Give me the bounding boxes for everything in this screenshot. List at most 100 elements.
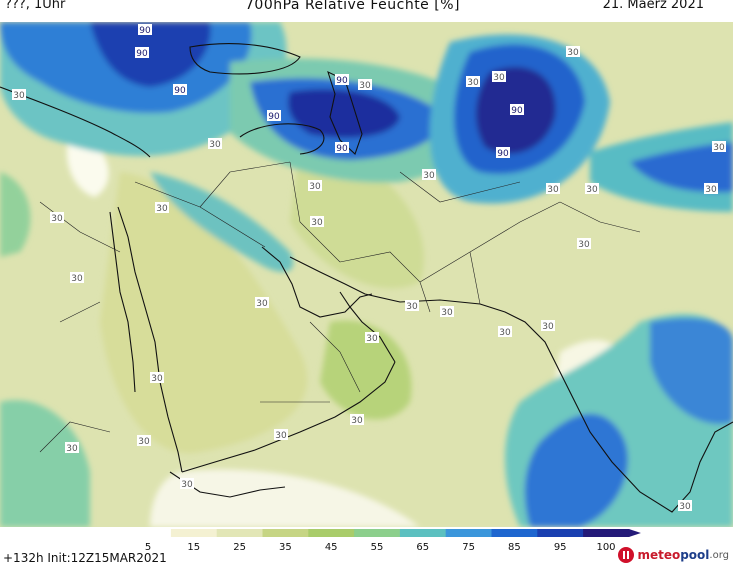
contour-label-bg [365, 332, 379, 343]
contour-label: 90 [136, 49, 148, 59]
contour-label-bg [335, 142, 349, 153]
colorbar-tick-label: 25 [233, 542, 246, 553]
colorbar-segment [125, 529, 172, 537]
coastline-iran-south [289, 256, 481, 305]
colorbar-segment [399, 529, 447, 537]
contour-label-bg [155, 202, 169, 213]
colorbar-tick-label: 15 [187, 542, 201, 553]
field-olive-oman [320, 320, 412, 420]
colorbar-arrow [628, 529, 641, 537]
colorbar-segment [491, 529, 538, 537]
contour-label-bg [566, 46, 580, 57]
forecast-date: 21. Maerz 2021 [602, 0, 704, 12]
contour-label-bg [180, 478, 194, 489]
contour-label-bg [310, 216, 324, 227]
contour-label-bg [440, 306, 454, 317]
contour-label-bg [704, 183, 718, 194]
colorbar [125, 529, 641, 537]
contour-label: 30 [51, 214, 63, 224]
contour-label: 30 [423, 171, 435, 181]
contour-label: 30 [493, 73, 505, 83]
contour-label-bg [308, 180, 322, 191]
contour-label-bg [358, 79, 372, 90]
contour-label: 90 [497, 149, 509, 159]
contour-label: 30 [138, 437, 150, 447]
contour-label: 30 [156, 204, 168, 214]
contour-label-bg [492, 71, 506, 82]
colorbar-segment [537, 529, 584, 537]
field-navy-nc [288, 89, 400, 138]
colorbar-segment [216, 529, 263, 537]
contour-label: 30 [499, 328, 511, 338]
colorbar-segment [445, 529, 492, 537]
contour-label-bg [577, 238, 591, 249]
coastline-caspian [327, 70, 363, 155]
colorbar-segment [170, 529, 218, 537]
contour-label-bg [65, 442, 79, 453]
contour-label-bg [546, 183, 560, 194]
contour-label-bg [678, 500, 692, 511]
contour-label: 30 [406, 302, 418, 312]
contour-label: 30 [679, 502, 691, 512]
coastline-black-sea [189, 43, 301, 75]
coastline-red-sea-west [109, 211, 136, 393]
contour-label-bg [541, 320, 555, 331]
contour-label: 90 [336, 144, 348, 154]
contour-label: 30 [359, 81, 371, 91]
map-title: 700hPa Relative Feuchte [%] [245, 0, 460, 13]
contour-label-bg [350, 414, 364, 425]
coastline-red-sea [117, 206, 183, 473]
coastline-india [479, 303, 733, 513]
contour-label: 30 [181, 480, 193, 490]
colorbar-tick-label: 100 [596, 542, 616, 553]
field-blue-east [630, 142, 733, 193]
field-olive-iran [290, 142, 424, 289]
contour-label: 30 [467, 78, 479, 88]
contour-label: 90 [268, 112, 280, 122]
colorbar-tick-label: 85 [508, 542, 521, 553]
colorbar-segment [308, 529, 355, 537]
contour-label: 90 [336, 76, 348, 86]
contour-label: 30 [586, 185, 598, 195]
contour-label-bg [712, 141, 726, 152]
meteopool-logo[interactable]: meteo pool .org [618, 545, 729, 565]
contour-label: 30 [209, 140, 221, 150]
logo-pool: pool [680, 548, 710, 562]
field-white-south [150, 469, 420, 527]
contour-label: 90 [511, 106, 523, 116]
coastline-arabia-south [181, 361, 396, 473]
colorbar-tick-label: 45 [324, 542, 338, 553]
field-blue-se2 [650, 318, 733, 424]
contour-label: 30 [275, 431, 287, 441]
coastline-oman [339, 291, 396, 363]
coastline-sea-north [239, 123, 325, 155]
field-navy-nw [90, 22, 211, 87]
contour-label: 90 [139, 26, 151, 36]
contour-label-bg [12, 89, 26, 100]
contour-label-bg [498, 326, 512, 337]
header: ???, 1Uhr 700hPa Relative Feuchte [%] 21… [0, 0, 733, 22]
contour-label-bg [208, 138, 222, 149]
contour-label: 30 [13, 91, 25, 101]
contour-label-bg [138, 24, 152, 35]
footer: 5 15 25 35 45 55 65 75 85 95 100 +132h Init:12Z15M… [0, 527, 733, 566]
contour-label-bg [173, 84, 187, 95]
colorbar-segment [262, 529, 309, 537]
contour-label-bg [496, 147, 510, 158]
border-lines [39, 161, 641, 453]
contour-label-bg [50, 212, 64, 223]
contour-label-bg [422, 169, 436, 180]
contour-label: 30 [351, 416, 363, 426]
contour-label: 90 [174, 86, 186, 96]
contour-label: 30 [542, 322, 554, 332]
contour-label-bg [466, 76, 480, 87]
meteopool-logo-icon [618, 547, 635, 563]
contour-label: 30 [547, 185, 559, 195]
colorbar-tick-label: 35 [279, 542, 292, 553]
logo-meteo: meteo [637, 548, 681, 562]
coastline-med [0, 86, 151, 158]
coastline-gulf [261, 246, 373, 318]
humidity-map: 90 90 90 90 90 90 90 90 30 30 30 30 30 30 30 30 30 30 30 30… [0, 22, 733, 527]
contour-label-bg [405, 300, 419, 311]
contour-label: 30 [578, 240, 590, 250]
